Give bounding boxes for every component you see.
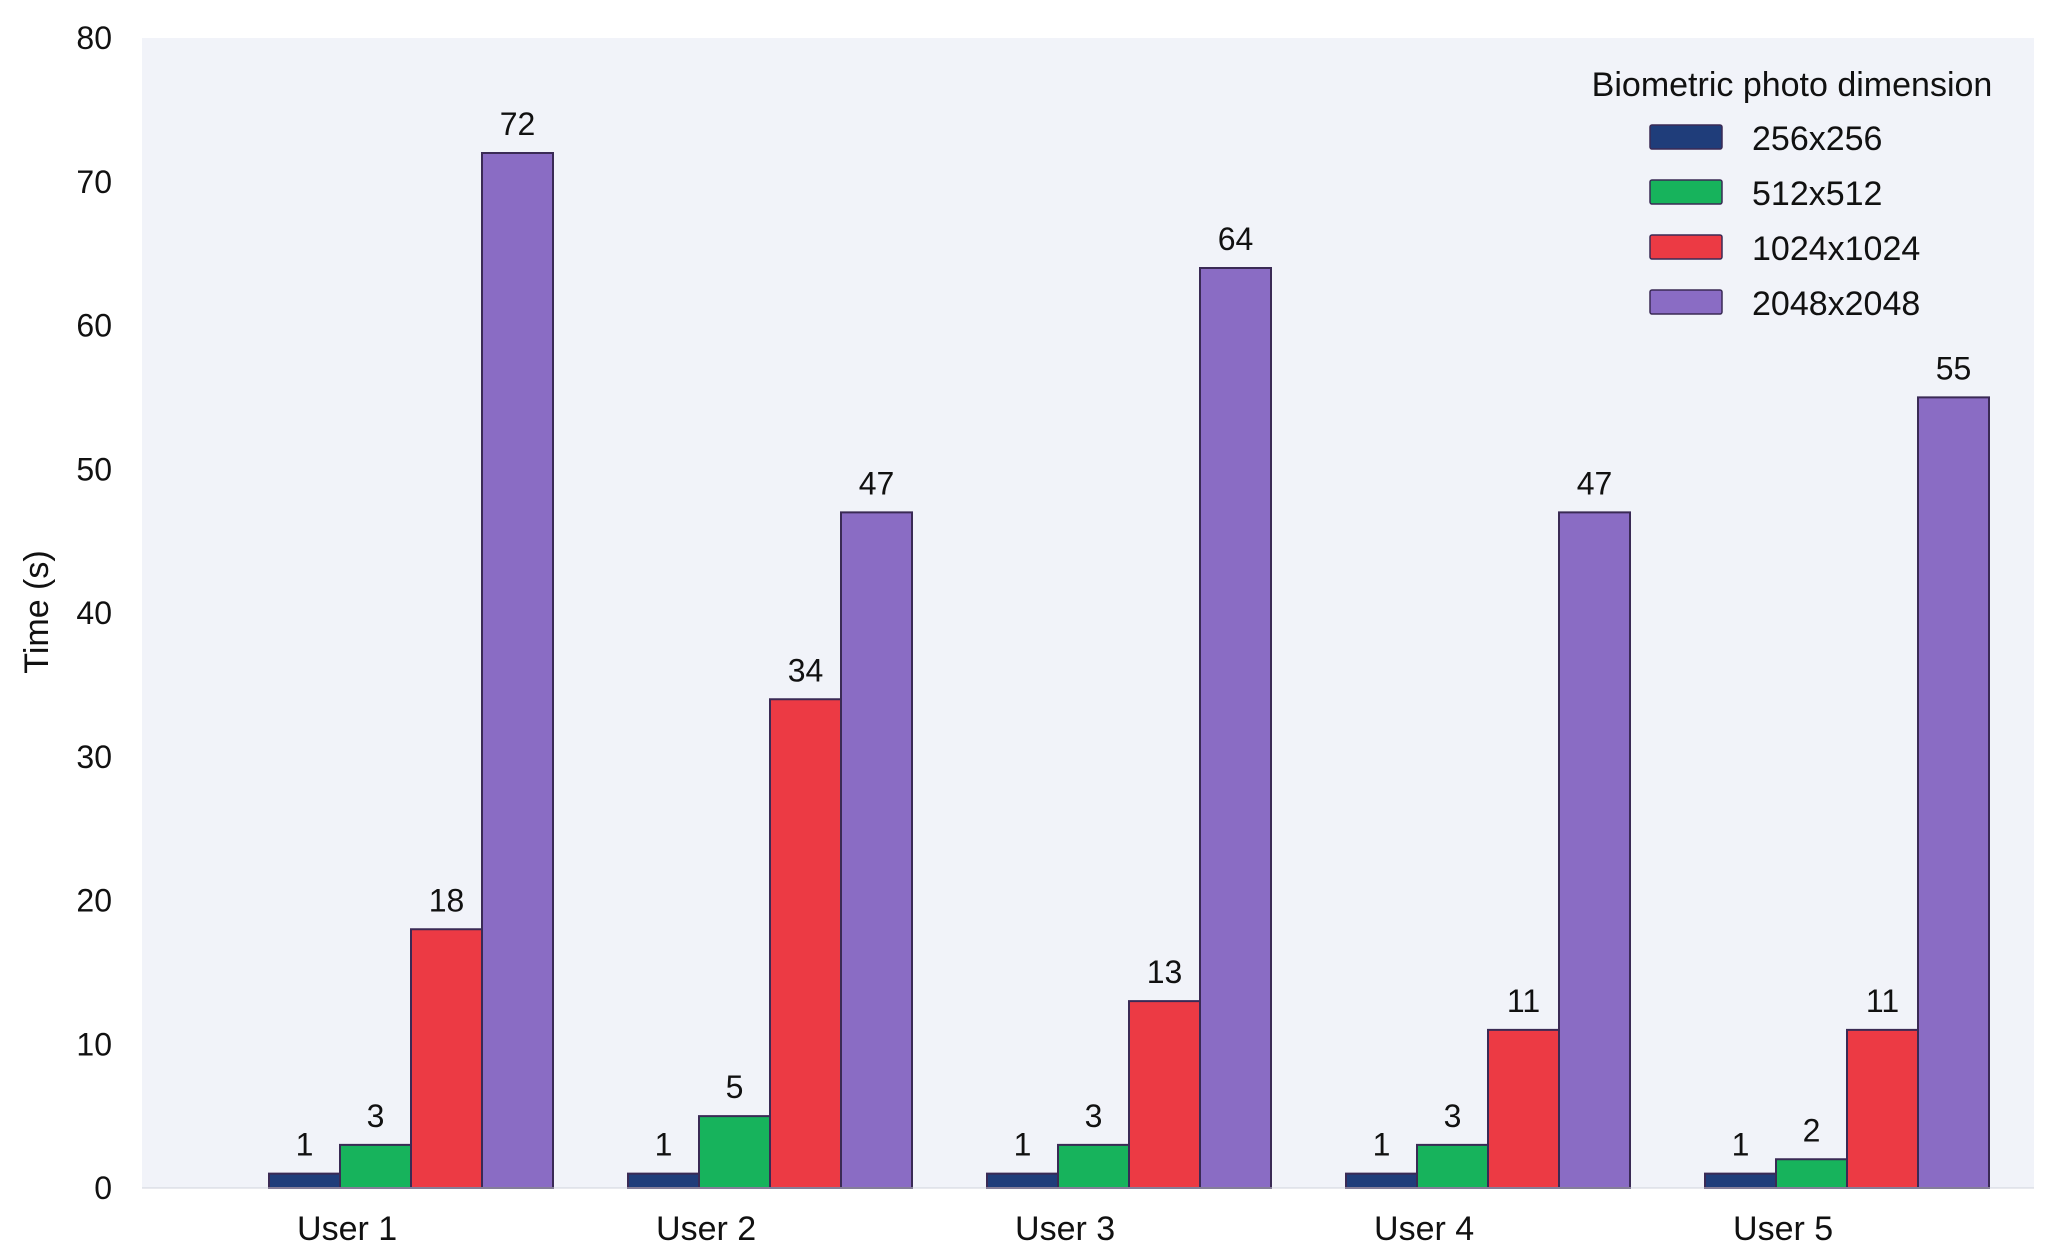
y-tick-label: 10: [76, 1026, 112, 1062]
bar: [1128, 1000, 1201, 1189]
data-label: 18: [429, 882, 465, 918]
x-tick-label: User 4: [1374, 1210, 1474, 1248]
data-label: 34: [788, 652, 824, 688]
data-label: 47: [859, 465, 895, 501]
legend: Biometric photo dimension 256x256 512x512…: [1592, 66, 1993, 323]
data-label: 3: [1085, 1098, 1103, 1134]
x-tick-label: User 1: [297, 1210, 397, 1248]
data-label: 1: [1373, 1127, 1391, 1163]
bar: [840, 511, 913, 1189]
data-label: 13: [1147, 954, 1183, 990]
bar: [1846, 1028, 1919, 1189]
bar: [1057, 1143, 1130, 1189]
y-axis: 0 10 20 30 40 50 60 70 80: [76, 20, 112, 1206]
y-tick-label: 40: [76, 595, 112, 631]
bars: [268, 152, 1990, 1189]
x-tick-label: User 5: [1733, 1210, 1833, 1248]
legend-label: 1024x1024: [1752, 230, 1920, 268]
data-label: 55: [1936, 350, 1972, 386]
y-tick-label: 70: [76, 164, 112, 200]
legend-swatch: [1649, 289, 1723, 315]
data-label: 64: [1218, 221, 1254, 257]
y-tick-label: 20: [76, 883, 112, 919]
bar: [769, 698, 842, 1189]
data-label: 1: [296, 1127, 314, 1163]
bar: [1487, 1028, 1560, 1189]
data-label: 3: [367, 1098, 385, 1134]
data-label: 1: [1014, 1127, 1032, 1163]
legend-title: Biometric photo dimension: [1592, 66, 1993, 104]
bar: [627, 1172, 700, 1189]
legend-label: 512x512: [1752, 175, 1882, 213]
y-tick-label: 0: [94, 1170, 112, 1206]
bar: [1917, 396, 1990, 1189]
data-label: 47: [1577, 465, 1613, 501]
data-label: 3: [1444, 1098, 1462, 1134]
bar: [986, 1172, 1059, 1189]
x-tick-label: User 2: [656, 1210, 756, 1248]
data-label: 11: [1507, 983, 1540, 1019]
bar: [1345, 1172, 1418, 1189]
data-label: 2: [1803, 1112, 1821, 1148]
bar: [1416, 1143, 1489, 1189]
y-axis-title: Time (s): [18, 550, 56, 673]
bar: [1704, 1172, 1777, 1189]
legend-swatch: [1649, 124, 1723, 150]
bar: [268, 1172, 341, 1189]
bar: [1199, 267, 1272, 1189]
y-tick-label: 50: [76, 451, 112, 487]
bar: [481, 152, 554, 1189]
legend-label: 2048x2048: [1752, 285, 1920, 323]
x-axis: User 1 User 2 User 3 User 4 User 5: [142, 1187, 2034, 1248]
bar: [698, 1115, 771, 1189]
y-tick-label: 80: [76, 20, 112, 56]
bar: [339, 1143, 412, 1189]
bar: [410, 928, 483, 1189]
y-tick-label: 60: [76, 308, 112, 344]
legend-swatch: [1649, 179, 1723, 205]
legend-swatch: [1649, 234, 1723, 260]
data-label: 11: [1866, 983, 1899, 1019]
x-tick-label: User 3: [1015, 1210, 1115, 1248]
bar: [1775, 1158, 1848, 1189]
bar: [1558, 511, 1631, 1189]
data-label: 1: [655, 1127, 673, 1163]
legend-label: 256x256: [1752, 120, 1882, 158]
data-label: 1: [1732, 1127, 1750, 1163]
y-tick-label: 30: [76, 739, 112, 775]
data-label: 5: [726, 1069, 744, 1105]
data-label: 72: [500, 106, 536, 142]
